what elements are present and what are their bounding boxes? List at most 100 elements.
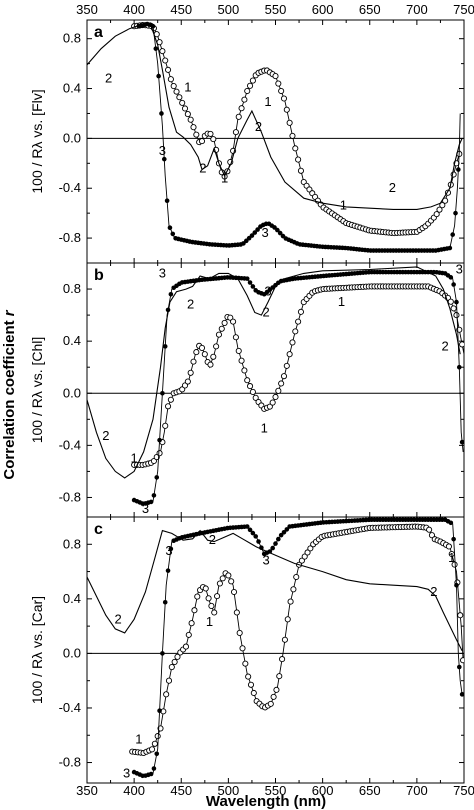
- data-point-open: [238, 357, 245, 364]
- top-x-tick-label: 600: [312, 2, 334, 17]
- data-point-filled: [148, 771, 154, 777]
- y-tick-label: -0.4: [59, 180, 81, 195]
- data-point-open: [286, 351, 293, 358]
- data-point-filled: [277, 230, 283, 236]
- curve-label: 3: [142, 501, 149, 516]
- top-x-tick-label: 450: [170, 2, 192, 17]
- data-point-open: [228, 578, 235, 585]
- series-line-2: [87, 529, 463, 651]
- data-point-open: [174, 653, 181, 660]
- curve-label: 3: [159, 265, 166, 280]
- y-tick-label: -0.8: [59, 230, 81, 245]
- data-point-filled: [164, 198, 170, 203]
- series-line-1: [132, 526, 464, 754]
- data-point-open: [148, 746, 156, 753]
- data-point-open: [278, 380, 285, 387]
- data-point-filled: [255, 227, 260, 232]
- data-point-open: [428, 532, 436, 539]
- data-point-open: [250, 689, 257, 697]
- data-point-filled: [150, 23, 156, 29]
- top-x-tick-label: 400: [123, 2, 145, 17]
- data-point-filled: [252, 230, 258, 235]
- top-x-tick-label: 550: [265, 2, 287, 17]
- data-point-open: [221, 319, 228, 326]
- data-point-open: [233, 609, 240, 616]
- y-tick-label: 0.8: [63, 281, 81, 296]
- data-point-filled: [259, 545, 264, 550]
- data-point-filled: [250, 284, 256, 289]
- data-point-open: [287, 598, 294, 605]
- data-point-filled: [160, 390, 165, 396]
- data-point-open: [275, 387, 282, 394]
- curve-label: 1: [131, 450, 138, 465]
- data-point-filled: [454, 299, 459, 305]
- top-x-axis: 350 400 450 500 550 600 650 700 750: [76, 2, 474, 17]
- data-point-open: [247, 681, 255, 688]
- y-tick-label: -0.8: [59, 489, 81, 504]
- panel-letter: c: [94, 521, 103, 538]
- data-point-open: [173, 88, 180, 95]
- data-point-filled: [156, 73, 161, 79]
- data-point-filled: [278, 532, 284, 538]
- data-point-open: [165, 403, 172, 410]
- data-point-filled: [454, 582, 459, 588]
- data-point-open: [451, 561, 458, 568]
- data-point-filled: [162, 599, 168, 605]
- data-point-open: [219, 575, 226, 582]
- data-point-open: [439, 202, 446, 209]
- data-point-open: [249, 77, 256, 84]
- top-x-tick-label: 750: [453, 2, 474, 17]
- curve-label: 3: [159, 143, 166, 158]
- data-point-filled: [250, 530, 256, 536]
- data-point-open: [297, 308, 304, 315]
- data-point-filled: [450, 232, 455, 237]
- data-point-open: [247, 383, 254, 390]
- curve-label: 2: [262, 304, 269, 319]
- data-point-filled: [247, 527, 253, 533]
- y-tick-label: 0.8: [63, 536, 81, 551]
- y-tick-label: 0.8: [63, 31, 81, 46]
- series-group: [87, 517, 464, 779]
- data-point-open: [459, 341, 464, 348]
- data-point-open: [289, 339, 296, 346]
- data-point-open: [232, 129, 239, 136]
- data-point-filled: [284, 527, 290, 532]
- series-group: [87, 21, 463, 253]
- data-point-filled: [451, 282, 456, 287]
- data-point-open: [286, 119, 293, 126]
- x-tick-label: 700: [406, 783, 428, 798]
- data-point-open: [163, 691, 170, 698]
- data-point-open: [266, 403, 273, 410]
- data-point-filled: [154, 751, 160, 757]
- curve-label: 2: [389, 180, 396, 195]
- y-tick-label: 0.4: [63, 81, 81, 96]
- data-point-open: [275, 80, 282, 87]
- data-point-open: [194, 593, 201, 600]
- panel-y-axis-title: 100 / Rλ vs. [Car]: [29, 596, 45, 704]
- curve-label: 3: [262, 225, 269, 240]
- top-x-tick-label: 350: [76, 2, 98, 17]
- curve-label: 2: [105, 71, 112, 86]
- data-point-open: [445, 543, 452, 550]
- data-point-open: [230, 588, 238, 596]
- data-point-open: [297, 167, 304, 174]
- data-point-filled: [275, 227, 280, 233]
- y-tick-label: 0.4: [63, 333, 81, 348]
- data-point-open: [276, 673, 283, 680]
- data-point-open: [185, 631, 192, 638]
- data-point-filled: [161, 156, 167, 162]
- data-point-open: [210, 136, 217, 143]
- data-point-filled: [267, 549, 273, 554]
- data-point-filled: [160, 651, 165, 656]
- data-point-open: [272, 393, 279, 401]
- data-point-open: [278, 87, 285, 95]
- data-point-open: [270, 693, 277, 700]
- data-point-open: [159, 48, 166, 55]
- plot-frame: [86, 516, 465, 784]
- data-point-open: [179, 99, 186, 106]
- curve-label: 2: [255, 119, 262, 134]
- data-point-open: [298, 557, 305, 564]
- data-point-open: [210, 353, 217, 360]
- curve-label: 1: [221, 170, 228, 185]
